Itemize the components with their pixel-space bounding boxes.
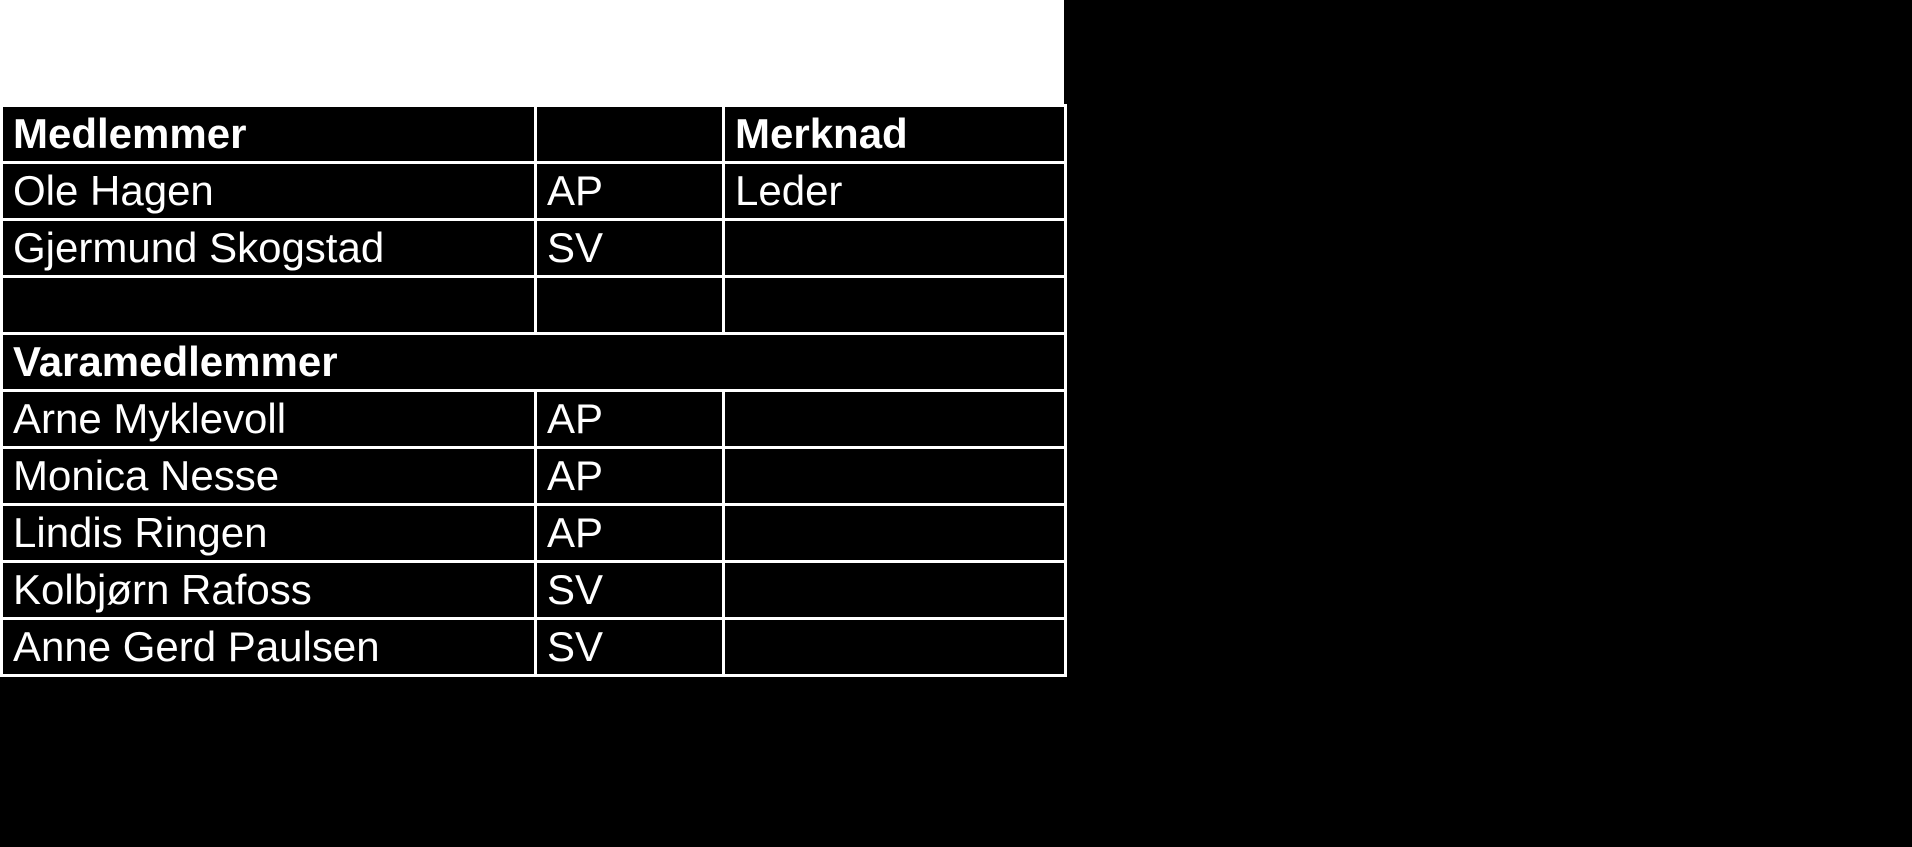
header-substitutes: Varamedlemmer <box>2 334 1066 391</box>
table-row: Ole Hagen AP Leder <box>2 163 1066 220</box>
blank-cell <box>724 277 1066 334</box>
substitute-note <box>724 505 1066 562</box>
header-party <box>536 106 724 163</box>
substitute-name: Lindis Ringen <box>2 505 536 562</box>
table-row: Arne Myklevoll AP <box>2 391 1066 448</box>
substitute-party: SV <box>536 619 724 676</box>
member-party: SV <box>536 220 724 277</box>
substitute-name: Monica Nesse <box>2 448 536 505</box>
substitute-name: Kolbjørn Rafoss <box>2 562 536 619</box>
members-table-wrap: Medlemmer Merknad Ole Hagen AP Leder Gje… <box>0 104 1064 677</box>
top-white-strip <box>0 0 1064 104</box>
substitute-note <box>724 448 1066 505</box>
substitute-note <box>724 391 1066 448</box>
substitute-party: SV <box>536 562 724 619</box>
member-note: Leder <box>724 163 1066 220</box>
table-row: Monica Nesse AP <box>2 448 1066 505</box>
header-note: Merknad <box>724 106 1066 163</box>
member-party: AP <box>536 163 724 220</box>
substitute-note <box>724 619 1066 676</box>
table-row: Anne Gerd Paulsen SV <box>2 619 1066 676</box>
member-note <box>724 220 1066 277</box>
header-row-substitutes: Varamedlemmer <box>2 334 1066 391</box>
table-row: Gjermund Skogstad SV <box>2 220 1066 277</box>
blank-row <box>2 277 1066 334</box>
substitute-name: Anne Gerd Paulsen <box>2 619 536 676</box>
substitute-party: AP <box>536 505 724 562</box>
member-name: Gjermund Skogstad <box>2 220 536 277</box>
substitute-name: Arne Myklevoll <box>2 391 536 448</box>
substitute-party: AP <box>536 391 724 448</box>
blank-cell <box>536 277 724 334</box>
blank-cell <box>2 277 536 334</box>
table-row: Kolbjørn Rafoss SV <box>2 562 1066 619</box>
page-root: Medlemmer Merknad Ole Hagen AP Leder Gje… <box>0 0 1912 847</box>
header-members: Medlemmer <box>2 106 536 163</box>
members-table: Medlemmer Merknad Ole Hagen AP Leder Gje… <box>0 104 1067 677</box>
header-row-members: Medlemmer Merknad <box>2 106 1066 163</box>
substitute-note <box>724 562 1066 619</box>
table-row: Lindis Ringen AP <box>2 505 1066 562</box>
substitute-party: AP <box>536 448 724 505</box>
member-name: Ole Hagen <box>2 163 536 220</box>
